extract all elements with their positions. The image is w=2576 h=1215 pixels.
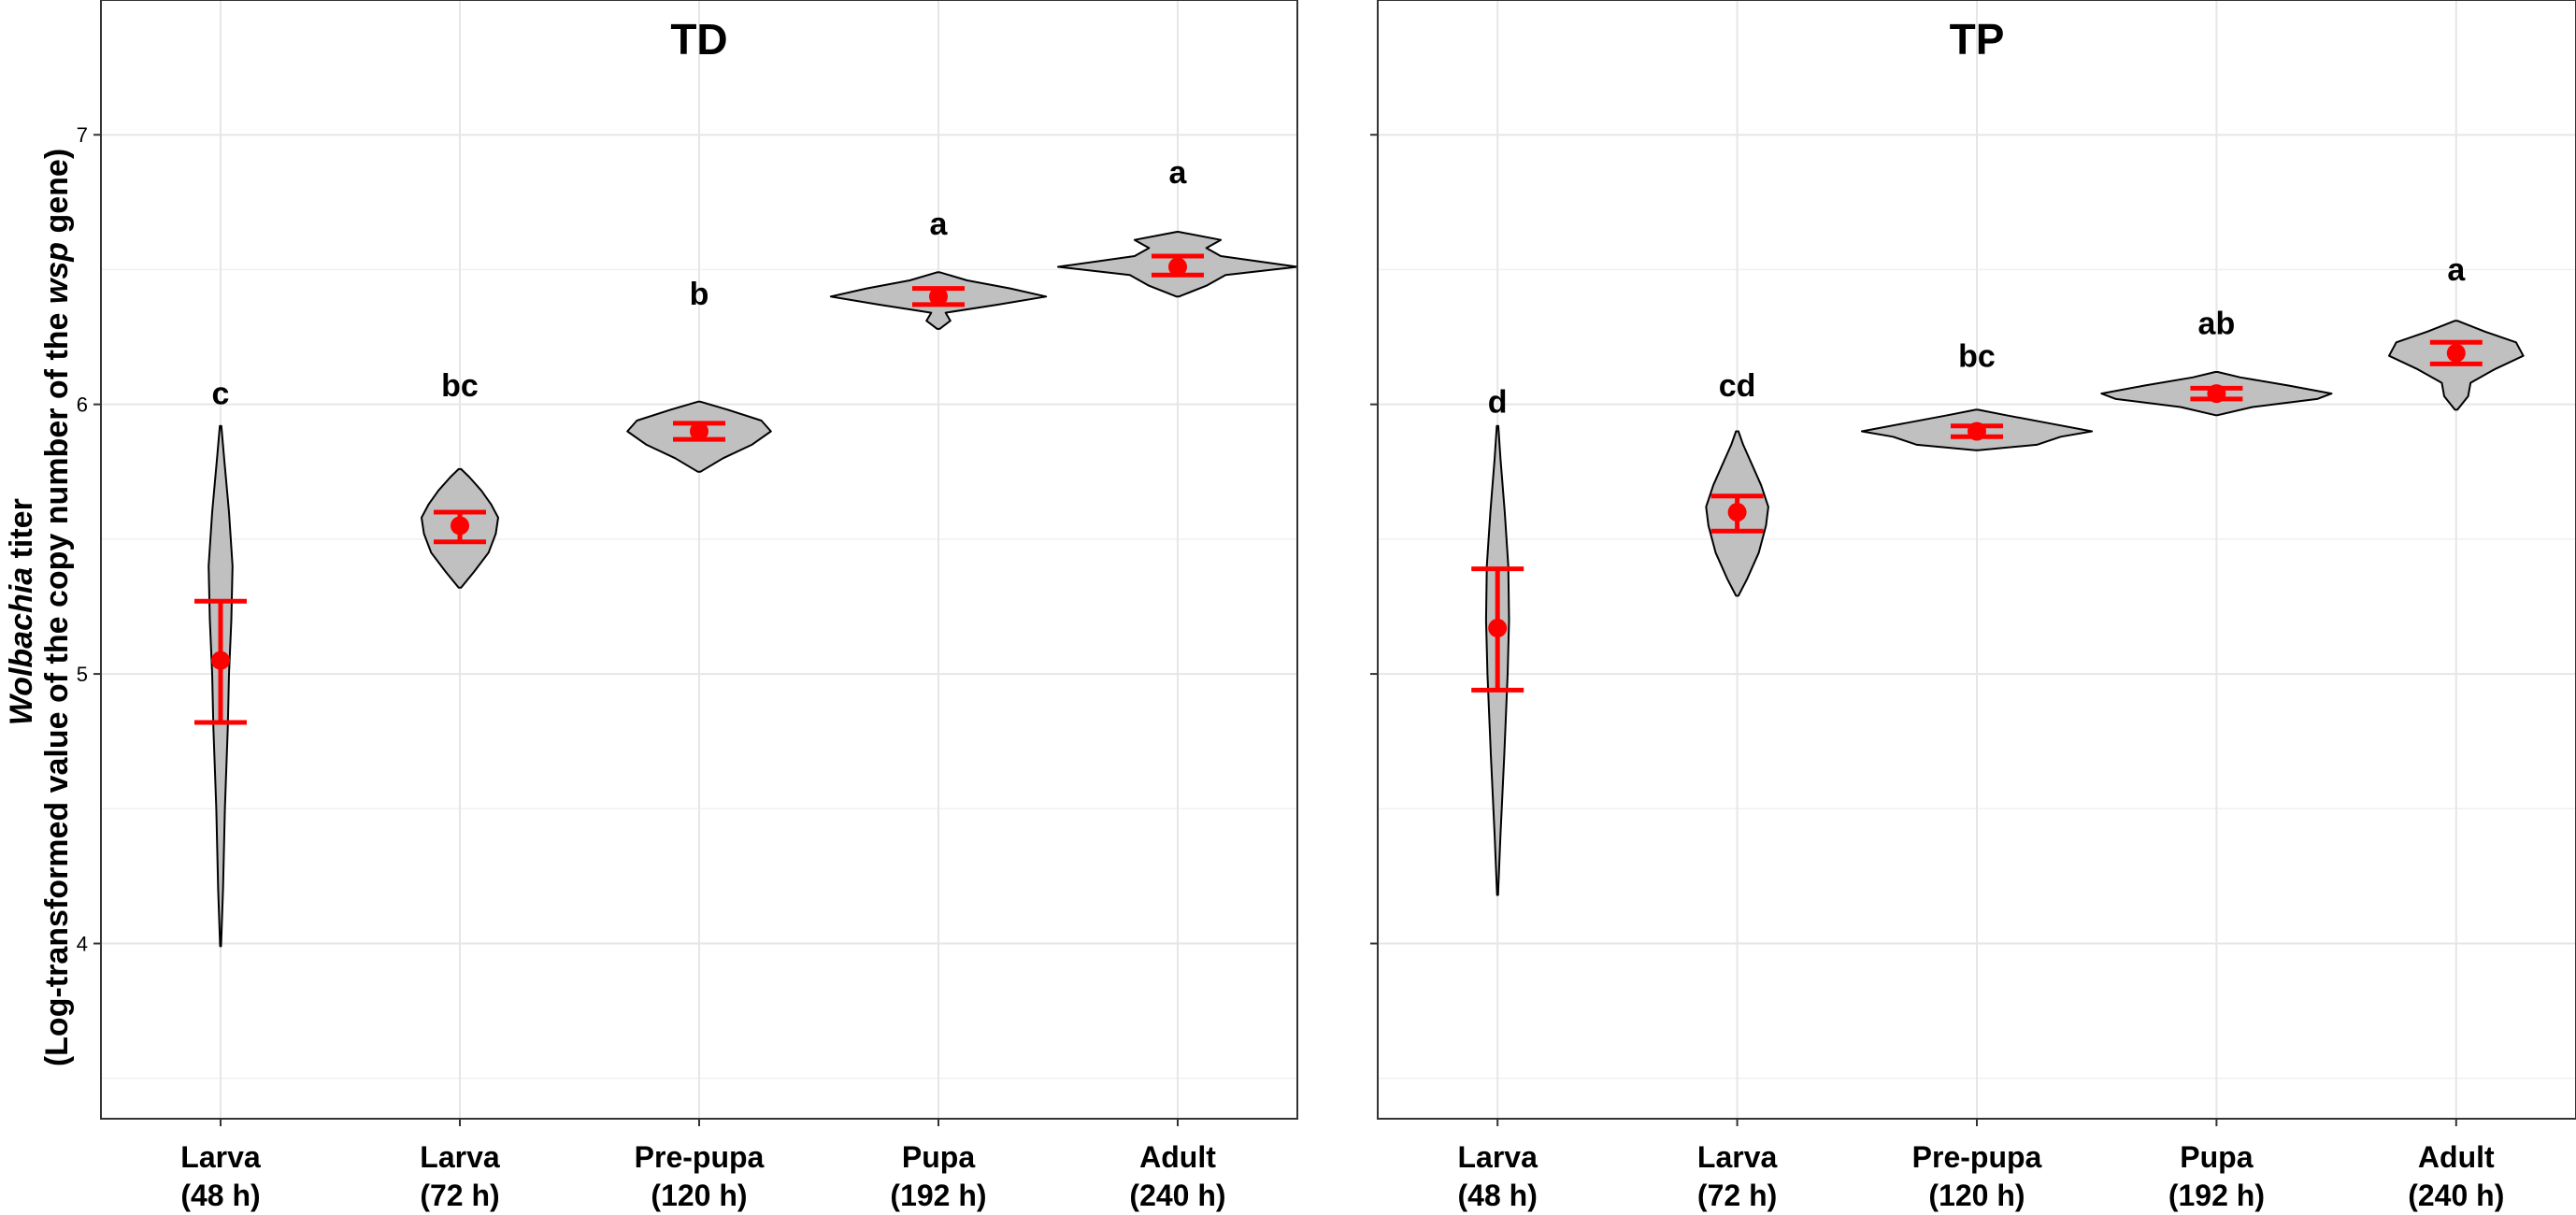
significance-letter: bc [1958, 338, 1996, 374]
panel-td: 4 5 6 7 c bc b a a Larva (48 h) Larva (72 h) Pre-pupa… [77, 0, 1298, 1212]
mean-point [690, 422, 708, 441]
significance-letter: c [212, 377, 230, 412]
x-tick-label-line1: Larva [1458, 1140, 1538, 1174]
x-tick-label-line2: (120 h) [651, 1179, 747, 1212]
panel-title: TP [1950, 15, 2005, 64]
y-axis-label-line2-post: gene) [39, 149, 75, 242]
y-tick-label: 4 [77, 933, 88, 956]
x-tick-label-line1: Pre-pupa [1912, 1140, 2042, 1174]
y-axis-label-rest: titer [4, 498, 39, 567]
x-tick-label-line1: Larva [1697, 1140, 1778, 1174]
y-axis-label-line2-pre: (Log-transformed value of the copy numbe… [39, 304, 75, 1066]
x-tick-label-line2: (240 h) [2408, 1179, 2504, 1212]
x-tick-label-line2: (48 h) [1458, 1179, 1538, 1212]
x-tick-label-line2: (192 h) [2168, 1179, 2265, 1212]
panel-tp: d cd bc ab a Larva (48 h) Larva (72 h) Pre-pupa (1… [1370, 0, 2576, 1212]
significance-letter: d [1488, 384, 1508, 420]
significance-letter: a [2447, 252, 2466, 288]
x-tick-label-line1: Pupa [2180, 1140, 2253, 1174]
significance-letter: cd [1719, 368, 1756, 404]
significance-letter: a [1169, 155, 1188, 191]
y-tick-label: 7 [77, 123, 88, 147]
x-tick-label-line1: Pupa [902, 1140, 975, 1174]
mean-point [1968, 422, 1986, 441]
significance-letter: a [930, 207, 949, 242]
mean-point [451, 516, 469, 536]
x-tick-label-line1: Adult [2418, 1140, 2495, 1174]
x-tick-label-line1: Larva [420, 1140, 500, 1174]
x-tick-label-line2: (192 h) [890, 1179, 986, 1212]
mean-point [1727, 503, 1747, 522]
mean-point [2446, 343, 2466, 363]
x-tick-label-line2: (48 h) [180, 1179, 260, 1212]
x-tick-label-line1: Adult [1139, 1140, 1216, 1174]
y-axis-label-italic: Wolbachia [4, 567, 39, 725]
x-tick-label-line1: Larva [180, 1140, 261, 1174]
x-tick-label-line2: (240 h) [1129, 1179, 1225, 1212]
mean-point [1488, 619, 1508, 638]
panel-title: TD [670, 15, 727, 64]
y-tick-label: 6 [77, 393, 88, 417]
mean-point [211, 650, 230, 670]
significance-letter: bc [441, 368, 479, 404]
significance-letter: b [690, 277, 709, 312]
x-tick-label-line2: (72 h) [420, 1179, 499, 1212]
y-tick-label: 5 [77, 663, 88, 686]
y-axis-label: Wolbachia titer (Log-transformed value o… [4, 149, 75, 1066]
significance-letter: ab [2198, 307, 2236, 342]
mean-point [1168, 257, 1187, 277]
x-tick-label-line2: (120 h) [1928, 1179, 2025, 1212]
y-axis-label-line2-italic: wsp [39, 242, 75, 304]
mean-point [929, 287, 948, 307]
x-tick-label-line1: Pre-pupa [635, 1140, 765, 1174]
x-tick-label-line2: (72 h) [1697, 1179, 1777, 1212]
mean-point [2207, 384, 2226, 404]
